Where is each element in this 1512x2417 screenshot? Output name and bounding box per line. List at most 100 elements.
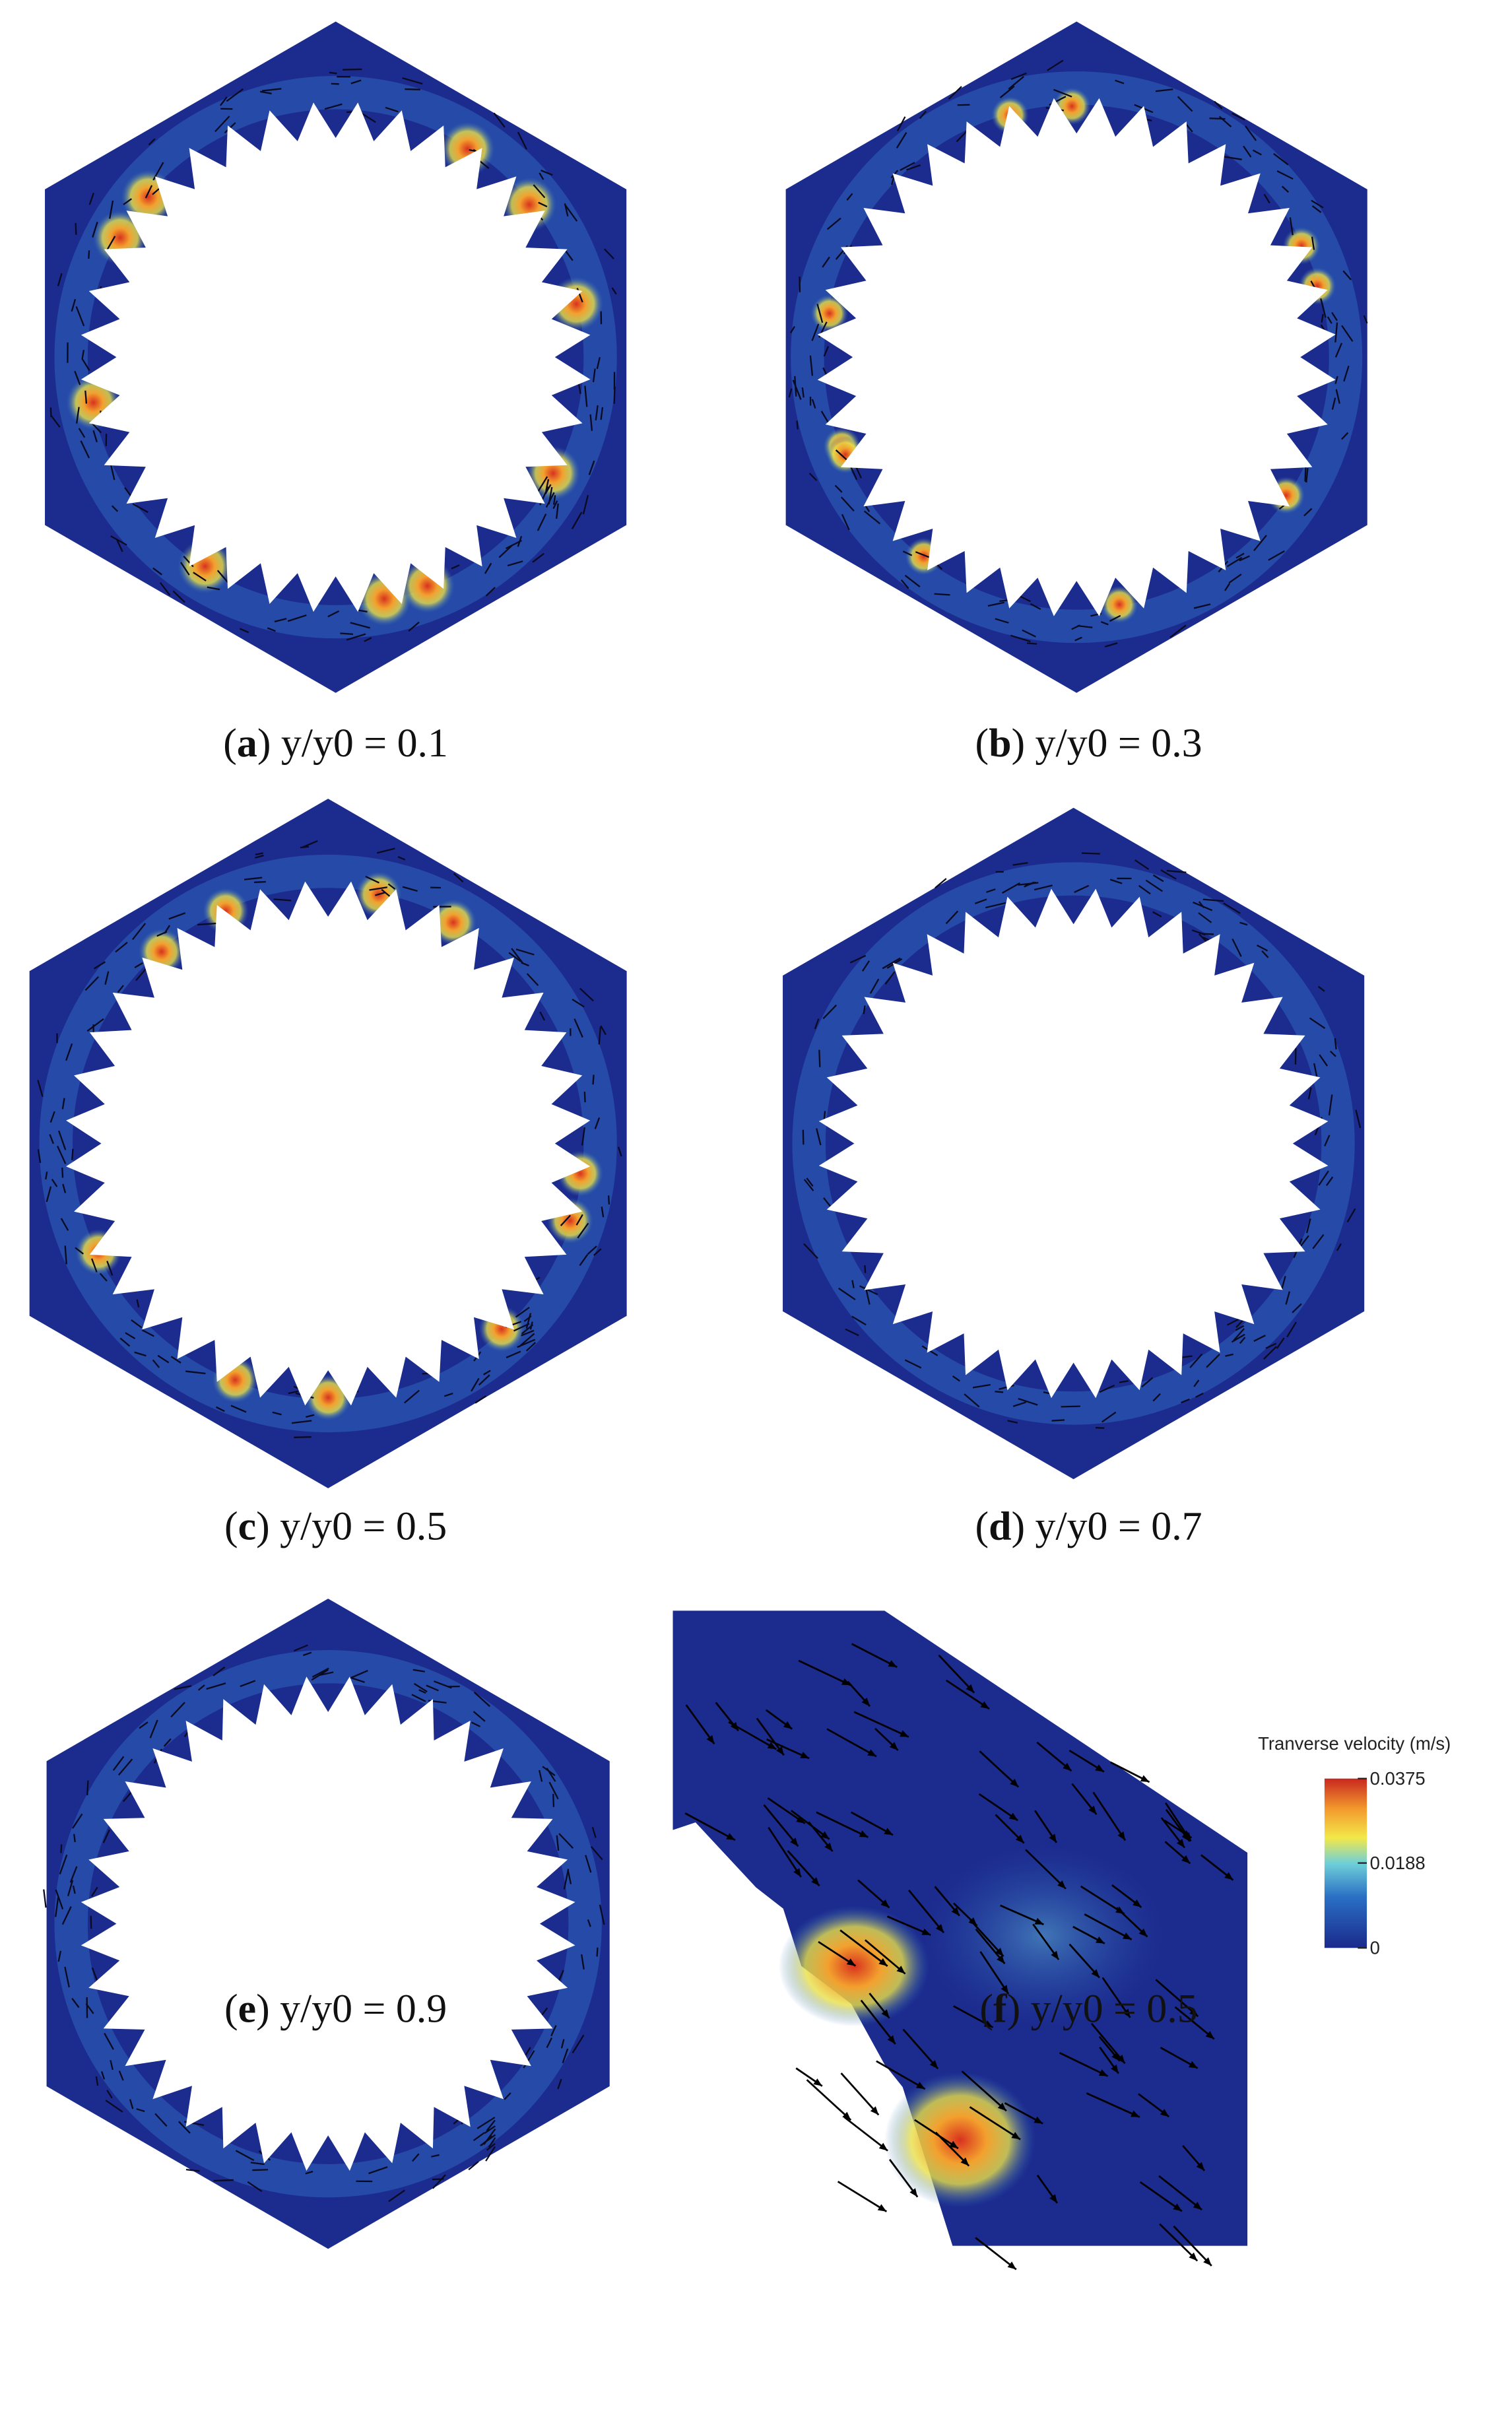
velocity-arrow xyxy=(1328,1094,1333,1115)
velocity-arrow xyxy=(1253,535,1267,552)
velocity-arrow xyxy=(789,325,796,334)
arrow-head xyxy=(820,1831,830,1839)
velocity-arrow xyxy=(1313,1063,1318,1078)
velocity-arrow xyxy=(611,287,617,295)
velocity-arrow xyxy=(346,633,366,641)
velocity-arrow xyxy=(118,2070,124,2081)
velocity-arrow xyxy=(255,855,264,859)
arrow-head xyxy=(1007,2261,1016,2270)
velocity-arrow xyxy=(235,2150,255,2162)
velocity-arrow xyxy=(471,1721,480,1727)
velocity-arrow xyxy=(247,2181,263,2193)
velocity-arrow xyxy=(1193,1379,1200,1387)
velocity-arrow xyxy=(168,912,186,920)
velocity-arrow xyxy=(1235,1319,1244,1328)
velocity-arrow xyxy=(81,349,85,360)
arrow-head xyxy=(1193,2202,1202,2210)
velocity-arrow xyxy=(431,2154,440,2158)
velocity-arrow xyxy=(1152,1393,1161,1402)
velocity-arrow xyxy=(904,1359,922,1369)
velocity-arrow xyxy=(1334,343,1343,358)
velocity-arrow xyxy=(1134,859,1150,871)
velocity-arrow xyxy=(999,1384,1014,1390)
velocity-arrow xyxy=(453,873,464,883)
velocity-arrow xyxy=(838,1287,856,1300)
velocity-arrow xyxy=(864,1939,906,1975)
velocity-arrow xyxy=(259,90,272,94)
velocity-arrow xyxy=(575,1214,583,1226)
velocity-arrow xyxy=(1363,315,1368,324)
velocity-arrow xyxy=(952,1375,960,1382)
velocity-arrow xyxy=(1008,76,1024,90)
velocity-arrow xyxy=(537,476,548,494)
velocity-arrow xyxy=(515,1306,530,1318)
velocity-arrow xyxy=(906,164,921,171)
velocity-arrow xyxy=(823,346,830,357)
velocity-arrow xyxy=(587,1245,597,1255)
velocity-arrow xyxy=(404,1389,420,1404)
arrow-head xyxy=(1176,1839,1185,1848)
velocity-arrow xyxy=(822,256,830,268)
velocity-arrow xyxy=(840,2072,880,2116)
velocity-arrow xyxy=(49,1111,55,1123)
panel-image xyxy=(785,21,1368,693)
velocity-arrow xyxy=(1346,1208,1356,1223)
velocity-arrow xyxy=(513,1323,530,1332)
velocity-arrow xyxy=(1281,185,1290,193)
velocity-arrow xyxy=(64,1245,67,1265)
velocity-arrow xyxy=(541,169,553,176)
velocity-arrow xyxy=(571,512,583,530)
velocity-arrow xyxy=(387,883,396,890)
velocity-arrow xyxy=(385,106,399,113)
velocity-arrow xyxy=(1324,1135,1331,1146)
velocity-arrow xyxy=(64,1966,70,1988)
arrow-head xyxy=(949,2140,958,2149)
velocity-arrow xyxy=(291,1420,312,1424)
velocity-arrow xyxy=(1026,642,1037,645)
arrow-head xyxy=(813,2078,822,2086)
velocity-arrow xyxy=(869,978,880,994)
caption-letter: f xyxy=(993,1987,1008,2032)
toothed-void xyxy=(66,881,591,1406)
velocity-arrow xyxy=(106,236,116,251)
velocity-arrow xyxy=(532,552,544,563)
velocity-arrow xyxy=(473,1711,486,1722)
velocity-arrow xyxy=(809,355,814,376)
velocity-arrow xyxy=(826,1728,877,1758)
velocity-arrow xyxy=(1090,2022,1126,2065)
velocity-arrow xyxy=(58,1130,67,1150)
velocity-arrow xyxy=(250,2162,265,2166)
velocity-arrow xyxy=(71,1148,74,1160)
velocity-arrow xyxy=(412,1669,425,1672)
velocity-arrow xyxy=(1311,205,1322,213)
velocity-arrow xyxy=(1010,72,1027,81)
velocity-arrow xyxy=(860,1999,896,2045)
velocity-arrow xyxy=(206,1682,226,1690)
velocity-arrow xyxy=(93,961,106,970)
velocity-arrow xyxy=(57,1950,62,1962)
arrow-head xyxy=(1160,2109,1169,2117)
velocity-arrow xyxy=(521,1329,535,1337)
velocity-arrow xyxy=(136,2108,145,2113)
velocity-arrow xyxy=(1189,1353,1203,1368)
velocity-arrow xyxy=(1092,1791,1127,1841)
velocity-arrow xyxy=(91,1967,99,1983)
ring-glow xyxy=(792,862,1355,1425)
velocity-arrow xyxy=(539,1011,546,1021)
velocity-arrow xyxy=(572,2034,585,2054)
velocity-arrow xyxy=(60,1218,69,1231)
toothed-void xyxy=(81,102,591,612)
velocity-arrow xyxy=(811,399,816,409)
velocity-arrow xyxy=(61,1906,72,1925)
velocity-arrow xyxy=(834,484,843,493)
velocity-arrow xyxy=(488,2137,496,2148)
caption-text: ( xyxy=(224,1987,238,2032)
arrow-head xyxy=(1098,2069,1108,2076)
velocity-arrow xyxy=(61,1168,64,1178)
velocity-arrow xyxy=(131,1319,143,1329)
velocity-arrow xyxy=(230,1405,247,1413)
velocity-arrow xyxy=(319,1671,334,1676)
velocity-arrow xyxy=(473,2132,485,2142)
velocity-arrow xyxy=(601,1207,605,1218)
arrow-head xyxy=(881,2009,890,2018)
